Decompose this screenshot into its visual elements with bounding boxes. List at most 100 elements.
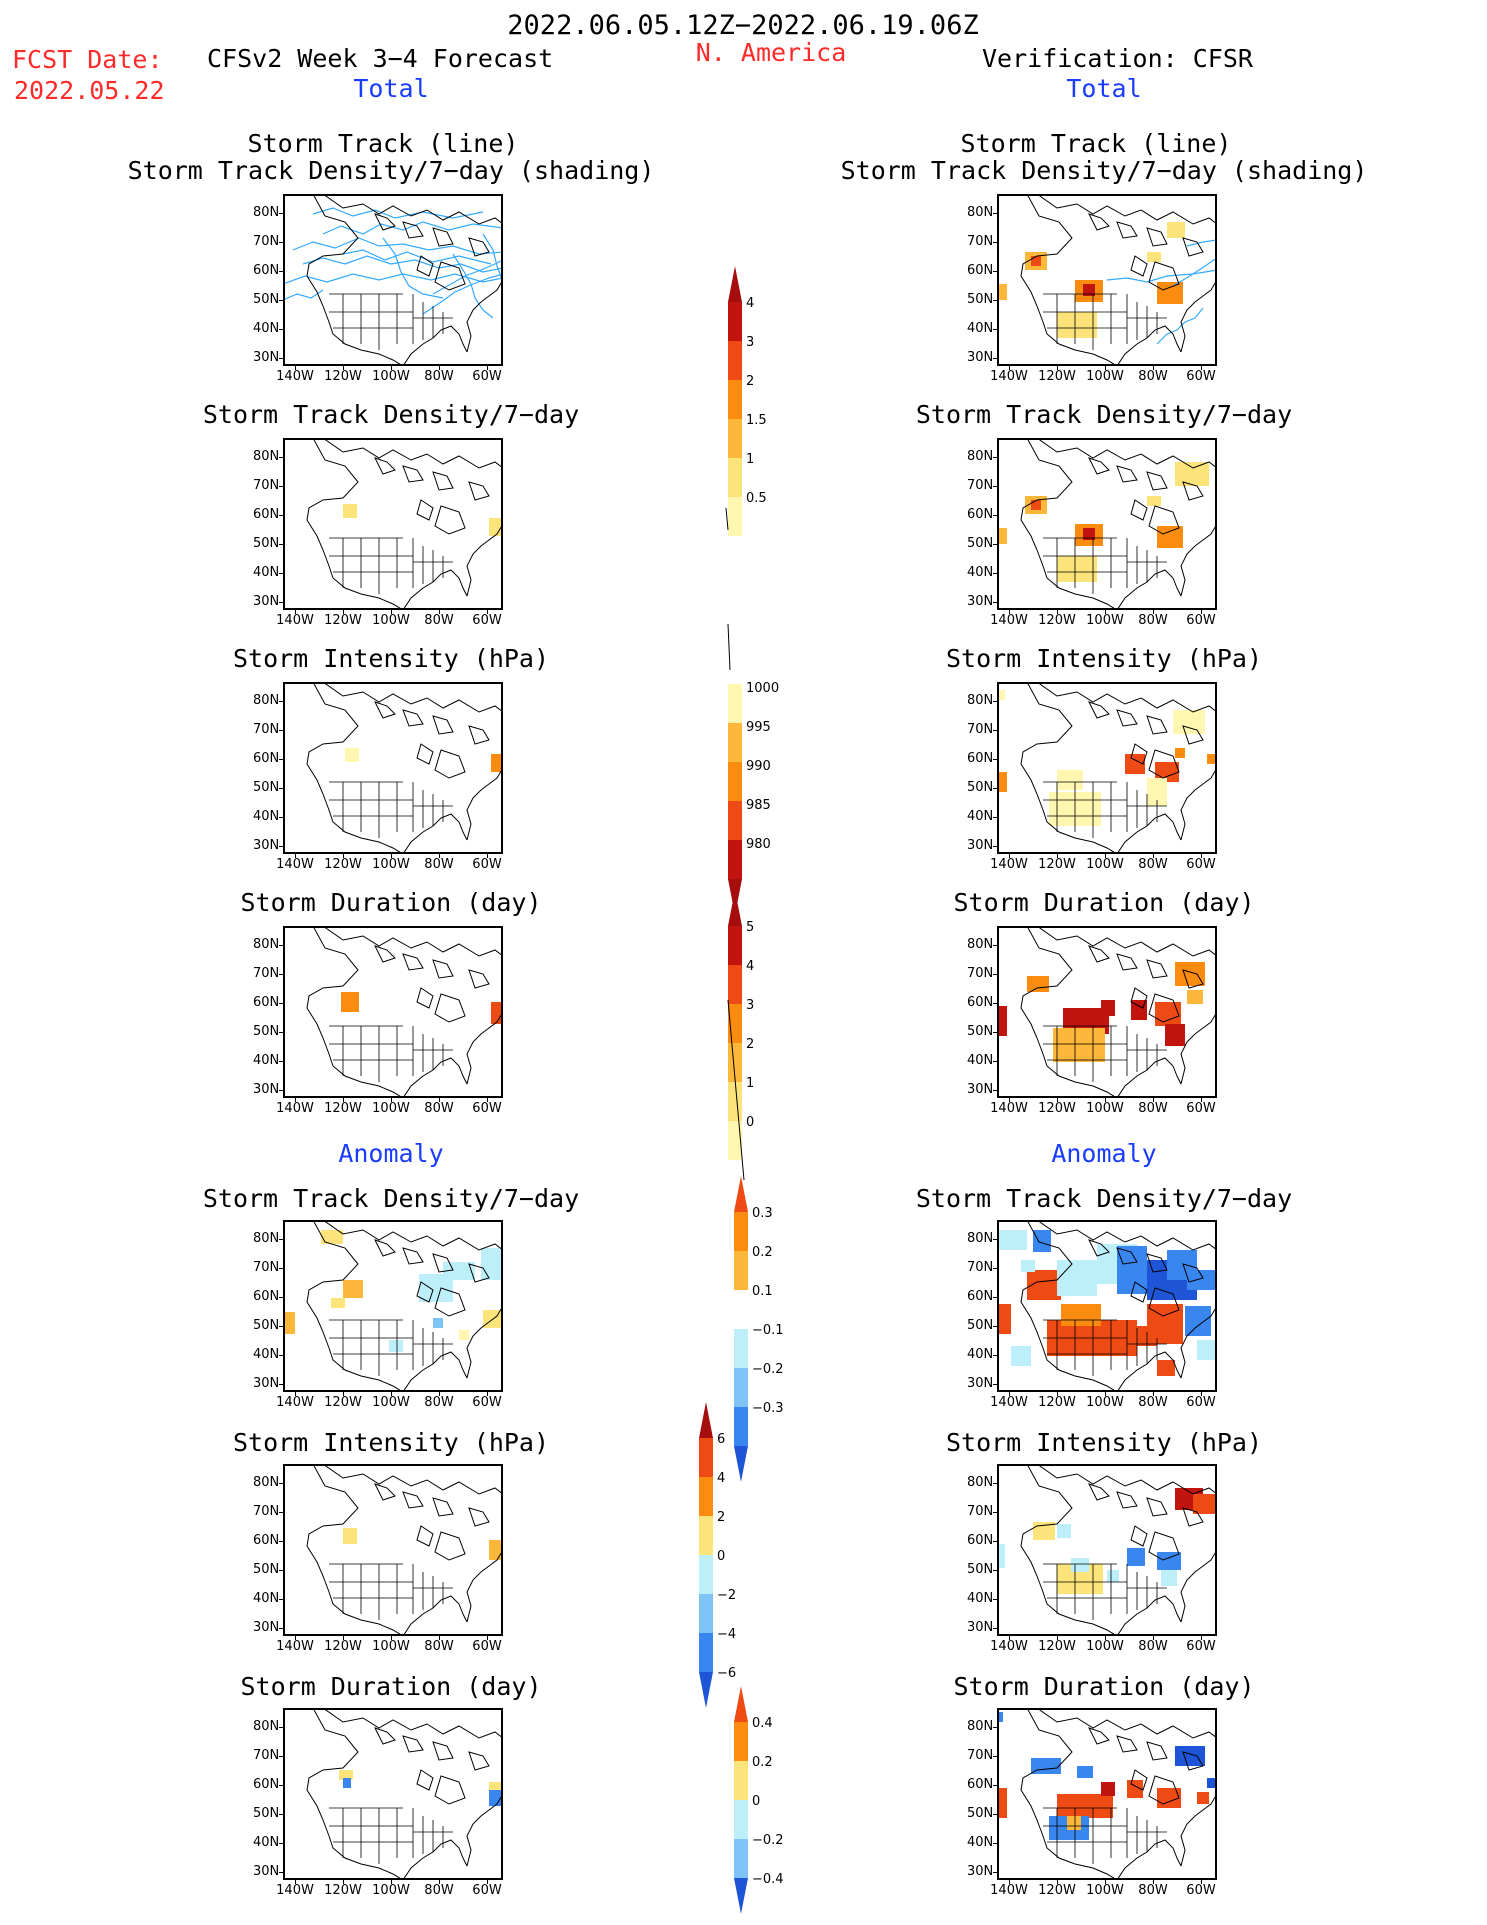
lon-label: 140W [276,613,314,628]
shading-cell [1175,462,1209,486]
shading-cell [1207,1778,1215,1788]
verification-map-panel-4 [997,926,1217,1098]
coastline [1020,196,1215,364]
arctic-islands [374,1727,490,1805]
lon-tick [1153,609,1154,614]
lat-tick [279,1872,284,1873]
lat-tick [279,1570,284,1571]
lon-tick [1105,1879,1106,1884]
coastline [306,1710,501,1878]
lat-tick [993,544,998,545]
shading-cell [1175,962,1205,986]
colorbar-label-density-total: 4 [746,296,755,311]
shading-cell [1173,710,1205,734]
date-range-title: 2022.06.05.12Z−2022.06.19.06Z [507,10,979,41]
lat-label: 50N [253,1318,280,1333]
shading-cell [999,1544,1005,1568]
lat-label: 40N [967,321,994,336]
lat-tick [279,300,284,301]
coastline [1020,1466,1215,1634]
lat-tick [993,1756,998,1757]
lat-tick [279,358,284,359]
lat-tick [993,788,998,789]
coastline [306,684,501,852]
title-left-3: Storm Intensity (hPa) [232,644,550,673]
forecast-map-panel-5 [283,1220,503,1392]
lon-label: 80W [1138,1101,1168,1116]
verification-map-panel-7 [997,1708,1217,1880]
lat-tick [993,1512,998,1513]
lat-tick [993,515,998,516]
lat-label: 50N [967,1806,994,1821]
shading-cell [1125,754,1145,774]
state-borders [329,781,453,838]
lon-label: 140W [990,1639,1028,1654]
lat-label: 60N [253,263,280,278]
lon-tick [1009,365,1010,370]
lon-tick [295,853,296,858]
lat-tick [279,1326,284,1327]
lon-label: 60W [1186,857,1216,872]
lat-tick [993,1003,998,1004]
lat-tick [279,1814,284,1815]
shading-cell [1147,252,1161,262]
lon-tick [343,1879,344,1884]
colorbar-segment [728,1004,742,1043]
shading-cell [1127,1548,1145,1566]
lon-tick [343,853,344,858]
lat-label: 30N [253,1376,280,1391]
colorbar-label-duration-total: 3 [746,998,755,1013]
colorbar-label-intensity-anom: 0 [717,1549,726,1564]
lat-tick [993,1599,998,1600]
forecast-map-panel-6 [283,1464,503,1636]
lat-label: 60N [967,751,994,766]
lon-label: 80W [1138,1639,1168,1654]
lat-tick [279,788,284,789]
region-title: N. America [695,38,847,67]
shading-cell [389,1340,403,1352]
verification-map-panel-1 [997,194,1217,366]
lon-label: 80W [1138,1883,1168,1898]
lon-tick [439,853,440,858]
shading-cell [491,1002,501,1024]
lat-label: 70N [967,234,994,249]
lon-tick [295,1635,296,1640]
forecast-map-panel-2 [283,438,503,610]
lat-label: 50N [967,292,994,307]
lat-label: 30N [253,1864,280,1879]
colorbar-segment [728,840,742,879]
anomaly-label-left: Anomaly [338,1139,444,1168]
lat-tick [279,329,284,330]
lon-tick [439,609,440,614]
title-right-2: Storm Track Density/7−day [915,400,1293,429]
lon-tick [391,853,392,858]
lon-tick [1009,1391,1010,1396]
state-borders [1043,1563,1167,1620]
lon-label: 120W [324,1883,362,1898]
lat-tick [993,486,998,487]
lon-tick [1057,1635,1058,1640]
lon-tick [1201,853,1202,858]
lon-tick [1057,609,1058,614]
lon-label: 120W [1038,1639,1076,1654]
colorbar-segment [734,1290,748,1329]
lat-label: 50N [253,536,280,551]
colorbar-segment [734,1212,748,1251]
lon-label: 120W [1038,1101,1076,1116]
colorbar-segment [734,1761,748,1800]
colorbar-tail [725,507,729,531]
shading-cell [1187,1270,1215,1290]
lon-tick [487,1879,488,1884]
lon-label: 120W [1038,857,1076,872]
storm-track-line [292,237,501,255]
lon-label: 100W [372,1639,410,1654]
storm-track-line [1172,258,1215,287]
state-borders [1043,537,1167,594]
lon-tick [343,1635,344,1640]
lat-label: 70N [253,234,280,249]
lat-tick [279,945,284,946]
lon-label: 140W [276,1883,314,1898]
lat-label: 30N [967,838,994,853]
colorbar-segment [699,1633,713,1672]
lon-tick [1153,365,1154,370]
